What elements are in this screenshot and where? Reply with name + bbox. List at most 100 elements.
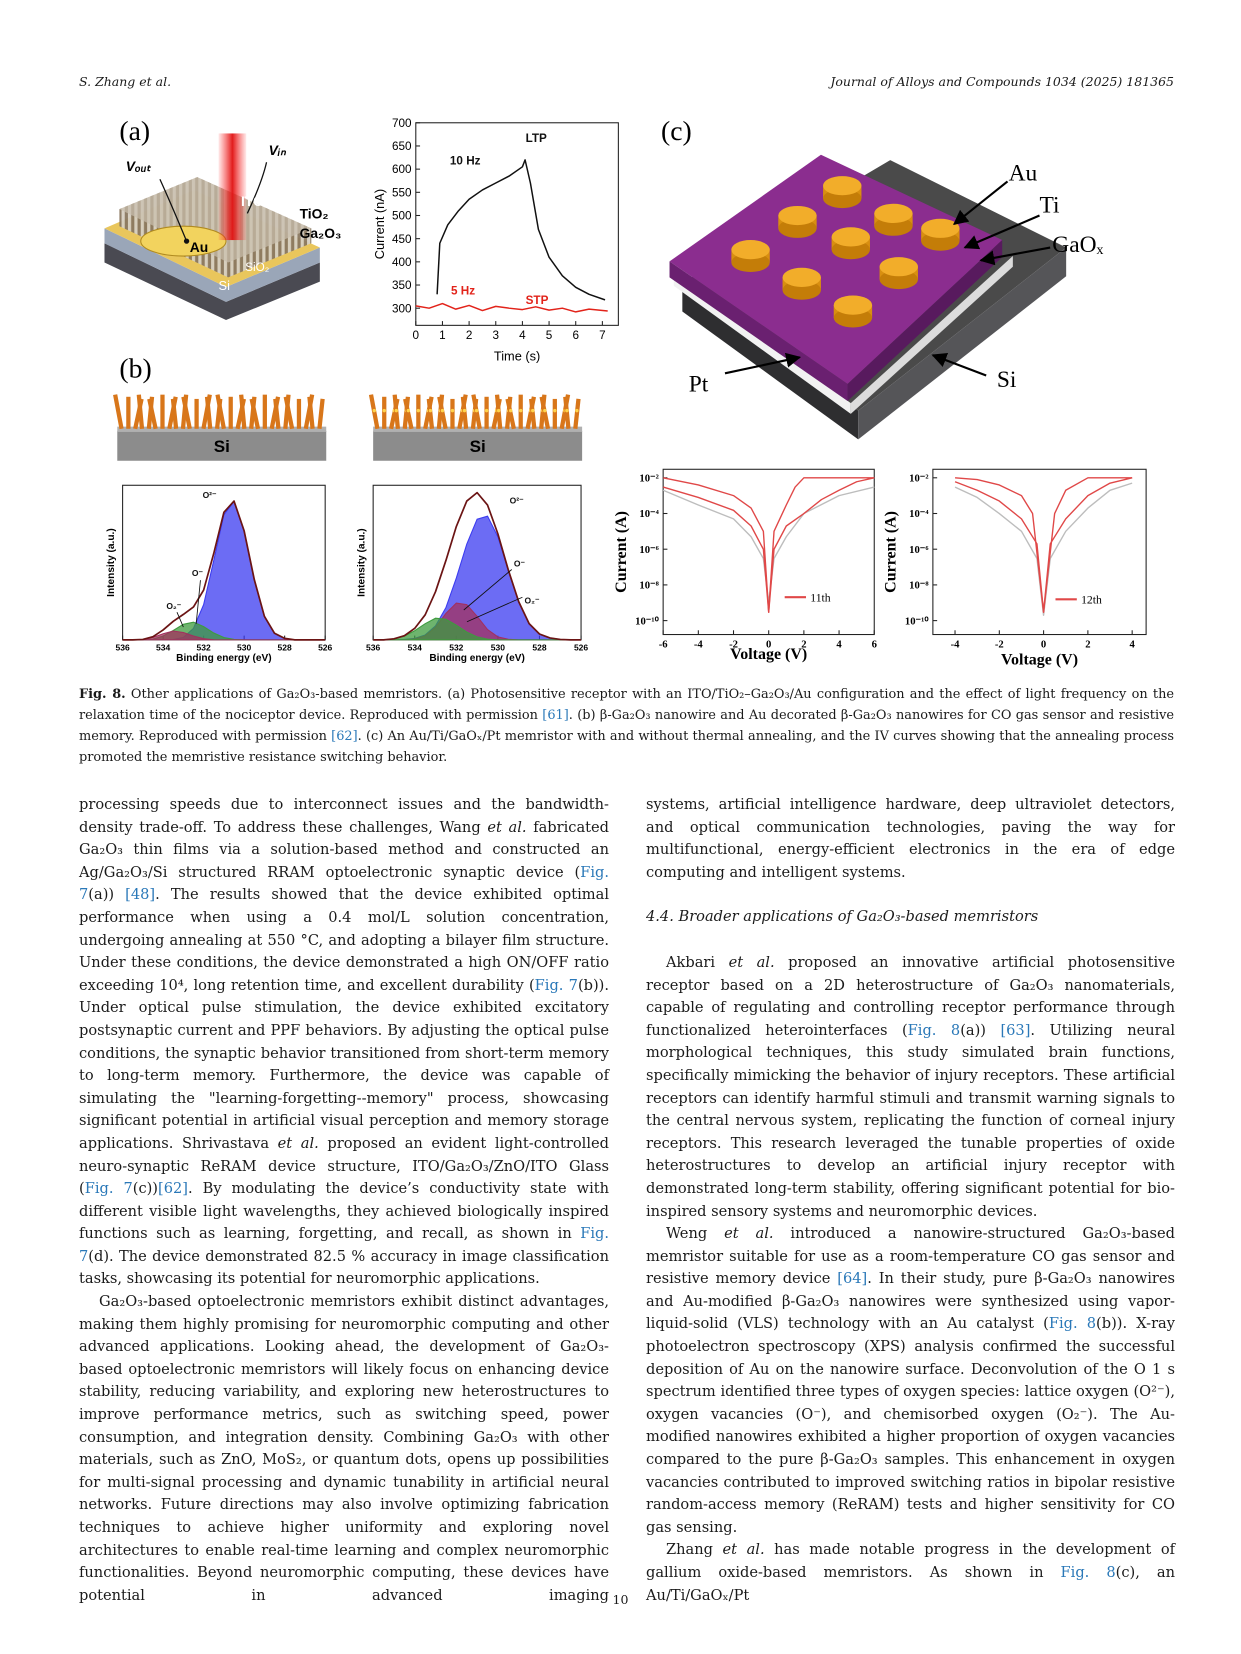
substrate bbox=[373, 430, 583, 461]
nanowire bbox=[215, 394, 226, 430]
text-run: Zhang bbox=[666, 1541, 723, 1559]
text-run: has made notable progress in the develop… bbox=[646, 1541, 1176, 1581]
paragraph: systems, artificial intelligence hardwar… bbox=[646, 794, 1175, 884]
gold-pad bbox=[879, 257, 918, 277]
substrate bbox=[117, 430, 327, 461]
reference-link[interactable]: Fig. 7 bbox=[534, 976, 578, 994]
au-particle bbox=[553, 408, 557, 413]
annotation-arrow bbox=[195, 580, 201, 624]
annotation: O₂⁻ bbox=[166, 601, 181, 611]
paragraph: Zhang et al. has made notable progress i… bbox=[646, 1539, 1175, 1607]
au-particle bbox=[484, 408, 489, 413]
paragraph: Akbari et al. proposed an innovative art… bbox=[646, 952, 1175, 1223]
line bbox=[373, 491, 582, 641]
x-tick-label: -2 bbox=[995, 639, 1004, 650]
italic-run: et al. bbox=[487, 818, 527, 836]
reference-link[interactable]: Fig. 7 bbox=[79, 863, 609, 904]
italic-run: et al. bbox=[277, 1134, 319, 1152]
au-particle bbox=[440, 408, 445, 413]
device-label: SiO₂ bbox=[245, 261, 269, 274]
x-tick-label: 532 bbox=[197, 643, 211, 653]
reference-link[interactable]: [62] bbox=[158, 1180, 188, 1198]
x-axis-label: Time (s) bbox=[494, 349, 540, 364]
x-axis-label: Voltage (V) bbox=[730, 646, 807, 663]
y-tick-label: 350 bbox=[392, 279, 412, 292]
nanowire bbox=[403, 398, 414, 430]
area bbox=[373, 617, 582, 641]
legend-label: 11th bbox=[810, 591, 831, 604]
y-tick-label: 10⁻² bbox=[909, 474, 928, 485]
au-particle bbox=[474, 408, 479, 413]
au-particle bbox=[416, 408, 421, 413]
chart: -4 -2 0 2 4 10⁻² 10⁻⁴ 10⁻⁶ 10⁻⁸ 10⁻¹⁰ Voltage (V) C… bbox=[883, 468, 1147, 668]
au-particle bbox=[462, 408, 467, 413]
annotation: O²⁻ bbox=[510, 495, 524, 505]
x-tick-label: 6 bbox=[872, 639, 878, 650]
text-run: processing speeds due to interconnect is… bbox=[79, 796, 609, 836]
reference-link[interactable]: [64] bbox=[837, 1270, 868, 1288]
device-label: Vᵢₙ bbox=[269, 142, 287, 158]
gold-pad bbox=[782, 267, 821, 287]
annotation: O⁻ bbox=[514, 558, 526, 568]
y-tick-label: 500 bbox=[392, 210, 412, 223]
chart: 536 534 532 530 528 526 Binding energy (eV) Int… bbox=[106, 484, 333, 664]
paragraph: processing speeds due to interconnect is… bbox=[79, 794, 609, 1291]
reference-link[interactable]: Fig. 8 bbox=[907, 1021, 961, 1039]
x-tick-label: 2 bbox=[1085, 639, 1090, 650]
text-run: (d). The device demonstrated 82.5 % accu… bbox=[79, 1247, 609, 1288]
y-tick-label: 700 bbox=[392, 117, 412, 130]
device-c bbox=[669, 154, 1067, 440]
y-tick-label: 10⁻⁸ bbox=[639, 581, 659, 592]
x-tick-label: 532 bbox=[449, 643, 463, 653]
running-author: S. Zhang et al. bbox=[79, 74, 172, 89]
reference-link[interactable]: Fig. 8 bbox=[1048, 1315, 1097, 1333]
nanowire bbox=[460, 396, 469, 429]
text-run: fabricated Ga₂O₃ thin films via a soluti… bbox=[79, 818, 610, 881]
y-axis-label: Current (nA) bbox=[372, 189, 387, 259]
au-particle bbox=[372, 408, 376, 413]
x-tick-label: 536 bbox=[366, 643, 380, 653]
x-tick-label: 534 bbox=[156, 643, 170, 653]
device-label: GaOₓ bbox=[1052, 232, 1103, 258]
y-tick-label: 10⁻⁴ bbox=[909, 509, 929, 520]
line bbox=[954, 482, 1133, 616]
x-axis-label: Binding energy (eV) bbox=[176, 653, 272, 664]
line bbox=[662, 477, 875, 613]
x-tick-label: -2 bbox=[729, 639, 738, 650]
reference-link[interactable]: Fig. 7 bbox=[84, 1180, 133, 1198]
x-axis-label: Binding energy (eV) bbox=[429, 653, 524, 664]
au-particle bbox=[543, 408, 547, 413]
reference-link[interactable]: [61] bbox=[542, 708, 569, 723]
text-run: Weng bbox=[666, 1225, 725, 1243]
x-tick-label: 534 bbox=[408, 643, 422, 653]
nanowire bbox=[249, 398, 261, 430]
annotation: O²⁻ bbox=[203, 490, 217, 500]
text-run: systems, artificial intelligence hardwar… bbox=[646, 796, 1175, 881]
y-tick-label: 550 bbox=[392, 186, 412, 199]
y-axis-label: Intensity (a.u.) bbox=[106, 528, 117, 597]
y-tick-label: 600 bbox=[392, 163, 412, 176]
nanowire bbox=[204, 396, 213, 429]
y-tick-label: 10⁻² bbox=[639, 474, 658, 485]
gold-pad bbox=[778, 205, 817, 226]
text-run: (c)) bbox=[132, 1180, 159, 1198]
device-label: Pt bbox=[689, 371, 709, 397]
text-run: . By modulating the device’s conductivit… bbox=[79, 1180, 609, 1243]
x-tick-label: 7 bbox=[599, 329, 606, 342]
panel-label: (a) bbox=[119, 115, 150, 146]
annotation: O⁻ bbox=[192, 568, 204, 578]
italic-run: et al. bbox=[728, 953, 775, 971]
reference-link[interactable]: [63] bbox=[1000, 1021, 1031, 1039]
x-tick-label: 526 bbox=[318, 643, 332, 653]
text-run: (c), an Au/Ti/GaOₓ/Pt bbox=[646, 1564, 1175, 1604]
reference-link[interactable]: [48] bbox=[125, 886, 156, 904]
reference-link[interactable]: Fig. 7 bbox=[79, 1225, 609, 1265]
y-tick-label: 10⁻⁴ bbox=[639, 509, 659, 520]
reference-link[interactable]: [62] bbox=[331, 729, 358, 744]
nanowire bbox=[426, 398, 435, 429]
reference-link[interactable]: Fig. 8 bbox=[1060, 1564, 1116, 1581]
annotation-arrow bbox=[463, 569, 513, 611]
x-tick-label: 6 bbox=[572, 329, 579, 342]
legend-label: 12th bbox=[1081, 594, 1102, 607]
y-axis-label: Intensity (a.u.) bbox=[357, 528, 368, 597]
